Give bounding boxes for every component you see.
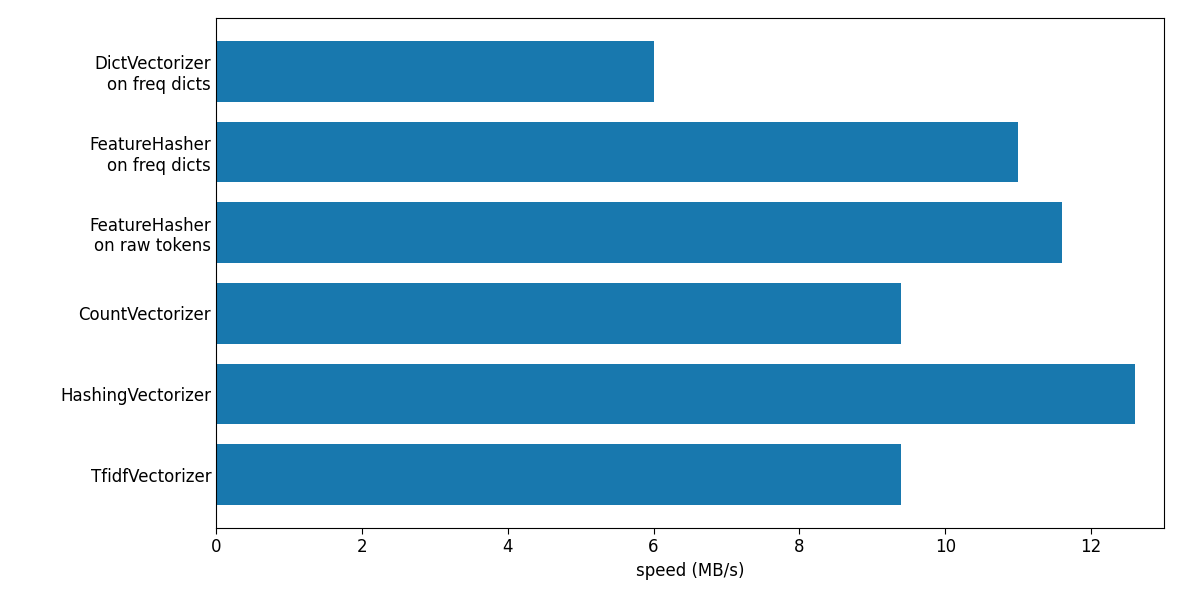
Bar <box>216 202 1062 263</box>
X-axis label: speed (MB/s): speed (MB/s) <box>636 562 744 580</box>
Bar <box>216 122 1018 182</box>
Bar <box>216 364 1135 424</box>
Bar <box>216 41 654 101</box>
Bar <box>216 445 901 505</box>
Bar <box>216 283 901 344</box>
